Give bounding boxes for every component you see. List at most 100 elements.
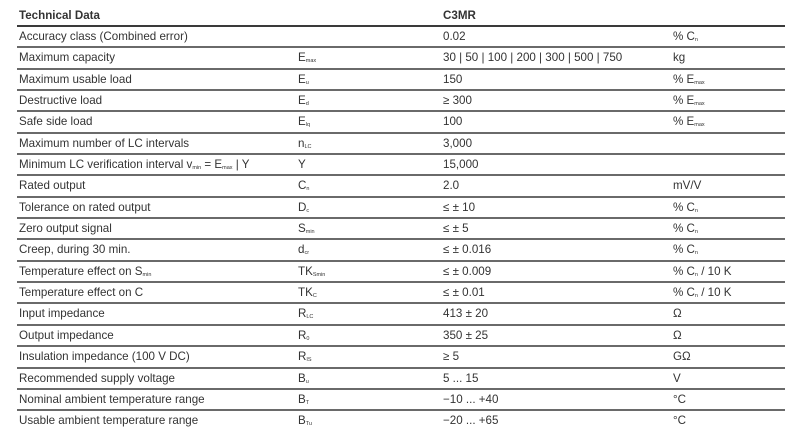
parameter-unit: kg (673, 51, 685, 64)
parameter-unit: °C (673, 393, 686, 406)
text-segment: Temperature effect on C (19, 286, 144, 300)
text-segment: % C (673, 200, 695, 214)
parameter-unit: % Emax (673, 94, 705, 107)
subscript: n (694, 229, 698, 236)
parameter-symbol: Bu (298, 372, 309, 385)
text-segment: R (298, 328, 307, 342)
parameter-label: Nominal ambient temperature range (19, 393, 205, 406)
parameter-label: Zero output signal (19, 222, 112, 235)
parameter-symbol: Smin (298, 222, 315, 235)
table-row: Creep, during 30 min. dcr ≤ ± 0.016 % Cn (17, 240, 785, 262)
parameter-unit: mV/V (673, 179, 701, 192)
subscript: d (305, 101, 309, 108)
text-segment: Rated output (19, 179, 86, 193)
text-segment: E (298, 115, 306, 129)
text-segment: E (298, 51, 306, 65)
text-segment: Ω (673, 328, 682, 342)
subscript: n (306, 186, 310, 193)
text-segment: Safe side load (19, 115, 93, 129)
parameter-symbol: R0 (298, 329, 309, 342)
text-segment: kg (673, 51, 686, 65)
parameter-value: 5 ... 15 (443, 371, 479, 385)
parameter-value: ≤ ± 0.009 (443, 264, 492, 278)
subscript: n (694, 293, 698, 300)
parameter-symbol: dcr (298, 243, 309, 256)
parameter-value: ≥ 5 (443, 350, 460, 364)
parameter-symbol: Eu (298, 73, 309, 86)
parameter-symbol: RIS (298, 350, 312, 363)
subscript: max (694, 79, 705, 86)
text-segment: Ω (673, 307, 682, 321)
parameter-unit: % Emax (673, 115, 705, 128)
text-segment: % E (673, 94, 695, 108)
subscript: C (312, 293, 317, 300)
parameter-unit: Ω (673, 307, 682, 320)
text-segment: Zero output signal (19, 222, 112, 236)
parameter-symbol: TKC (298, 286, 317, 299)
text-segment: % C (673, 222, 695, 236)
text-segment: Tolerance on rated output (19, 200, 151, 214)
subscript: n (694, 250, 698, 257)
text-segment: % C (673, 286, 695, 300)
table-header: Technical Data C3MR (17, 6, 785, 27)
parameter-label: Output impedance (19, 329, 114, 342)
parameter-unit: % Cn (673, 201, 698, 214)
subscript: u (305, 79, 309, 86)
text-segment: Accuracy class (Combined error) (19, 30, 188, 43)
table-row: Usable ambient temperature range BTu −20 .… (17, 411, 785, 432)
parameter-unit: V (673, 372, 681, 385)
text-segment: Nominal ambient temperature range (19, 392, 205, 406)
table-row: Tolerance on rated output Dc ≤ ± 10 % Cn (17, 198, 785, 220)
subscript: LC (306, 314, 314, 321)
parameter-value: 150 (443, 72, 463, 86)
parameter-label: Input impedance (19, 307, 105, 320)
text-segment: % C (673, 30, 695, 43)
subscript: IS (306, 357, 312, 364)
text-segment: Maximum usable load (19, 72, 132, 86)
text-segment: °C (673, 414, 687, 428)
parameter-value: ≤ ± 0.016 (443, 243, 492, 257)
parameter-value: ≤ ± 5 (443, 222, 469, 236)
text-segment: % C (673, 243, 695, 257)
text-segment: Output impedance (19, 328, 114, 342)
table-row: Maximum usable load Eu 150 % Emax (17, 70, 785, 92)
parameter-symbol: Elq (298, 115, 310, 128)
text-segment: / 10 K (697, 286, 732, 300)
subscript: T (305, 399, 310, 406)
text-segment: Recommended supply voltage (19, 371, 175, 385)
parameter-unit: % Cn / 10 K (673, 265, 731, 278)
text-segment: Maximum number of LC intervals (19, 136, 190, 150)
parameter-label: Insulation impedance (100 V DC) (19, 350, 190, 363)
parameter-unit: % Cn (673, 243, 698, 256)
subscript: max (305, 58, 317, 65)
table-row: Temperature effect on C TKC ≤ ± 0.01 % Cn /… (17, 283, 785, 305)
text-segment: / 10 K (697, 264, 732, 278)
subscript: min (142, 271, 152, 278)
parameter-unit: % Cn (673, 222, 698, 235)
parameter-symbol: Y (298, 158, 306, 171)
parameter-label: Rated output (19, 179, 85, 192)
parameter-value: −20 ... +65 (443, 414, 499, 428)
subscript: max (694, 101, 705, 108)
subscript: cr (304, 250, 310, 257)
parameter-label: Creep, during 30 min. (19, 243, 131, 256)
parameter-symbol: Emax (298, 51, 316, 64)
text-segment: B (298, 414, 306, 428)
text-segment: E (298, 72, 306, 86)
parameter-value: 15,000 (443, 158, 479, 172)
parameter-unit: % Emax (673, 73, 705, 86)
text-segment: mV/V (673, 179, 702, 193)
subscript: min (192, 165, 202, 172)
subscript: LC (304, 143, 312, 150)
parameter-value: 0.02 (443, 30, 466, 43)
text-segment: d (298, 243, 305, 257)
parameter-label: Minimum LC verification interval vmin = … (19, 158, 250, 171)
parameter-value: 100 (443, 115, 463, 129)
text-segment: Minimum LC verification interval v (19, 158, 193, 172)
text-segment: C (298, 179, 307, 193)
parameter-symbol: Dc (298, 201, 309, 214)
text-segment: S (298, 222, 306, 236)
parameter-label: Recommended supply voltage (19, 372, 175, 385)
parameter-value: 30 | 50 | 100 | 200 | 300 | 500 | 750 (443, 51, 623, 65)
subscript: 0 (306, 335, 310, 342)
